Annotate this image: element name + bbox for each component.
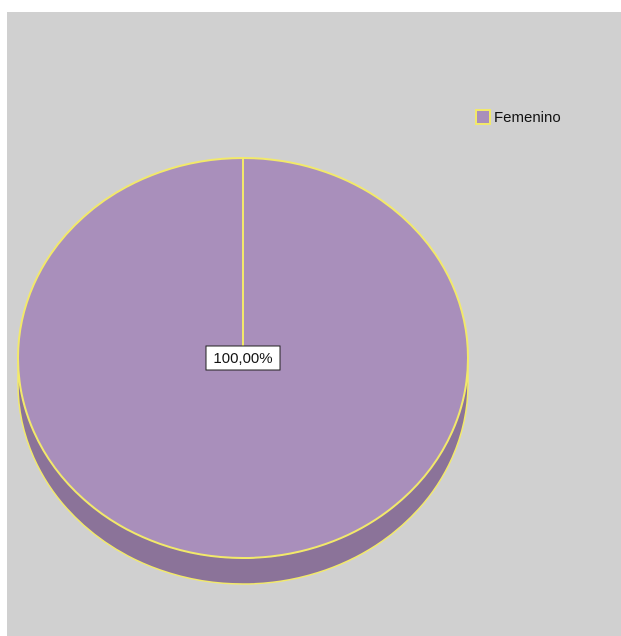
legend-label-femenino: Femenino [494, 109, 561, 126]
legend-swatch-femenino [475, 109, 491, 125]
data-label-box [205, 345, 281, 371]
pie-chart: 100,00% Femenino [17, 109, 561, 585]
chart-area: 100,00% Femenino [7, 12, 621, 636]
data-label: 100,00% [213, 350, 272, 367]
